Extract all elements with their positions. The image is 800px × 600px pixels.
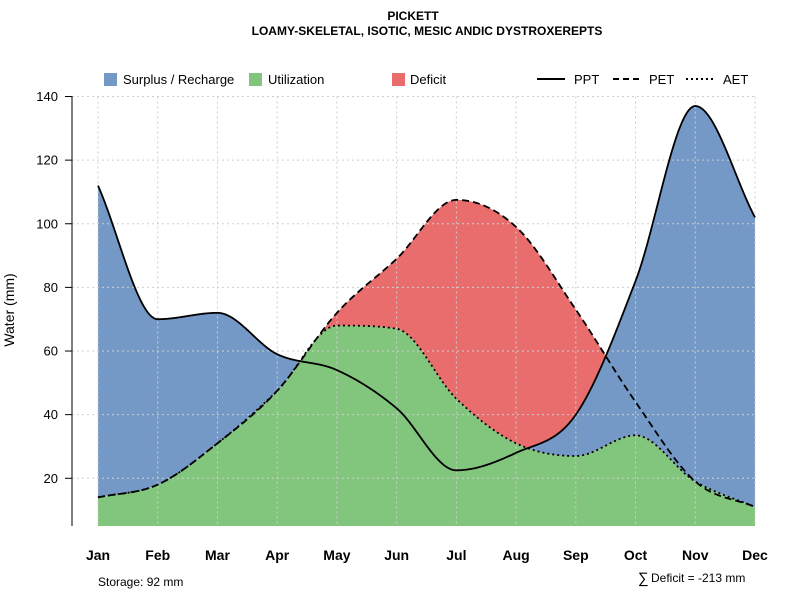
- x-tick-label: Sep: [563, 547, 589, 563]
- x-tick-label: Jul: [446, 547, 466, 563]
- y-tick-label: 120: [36, 153, 58, 168]
- x-tick-label: Dec: [742, 547, 768, 563]
- series-line-aet: [97, 324, 756, 508]
- x-tick-label: Oct: [624, 547, 648, 563]
- y-tick-label: 140: [36, 89, 58, 104]
- y-tick-label: 100: [36, 216, 58, 231]
- gridlines: [72, 96, 756, 526]
- chart-subtitle: LOAMY-SKELETAL, ISOTIC, MESIC ANDIC DYST…: [252, 24, 603, 38]
- surplus-recharge-area: [98, 106, 755, 507]
- y-tick-label: 80: [44, 280, 58, 295]
- legend: Surplus / Recharge Utilization Deficit P…: [104, 72, 748, 87]
- legend-label-aet: AET: [723, 72, 748, 87]
- series-line-ppt: [97, 105, 756, 472]
- x-tick-label: May: [323, 547, 350, 563]
- x-tick-label: Aug: [502, 547, 529, 563]
- sigma-icon: ∑: [638, 570, 649, 587]
- y-tick-labels: 20 40 60 80 100 120 140: [36, 89, 58, 486]
- area-fills: [98, 106, 755, 526]
- utilization-area: [98, 325, 755, 526]
- y-axis-label: Water (mm): [1, 273, 17, 346]
- y-tick-label: 20: [44, 471, 58, 486]
- y-tick-label: 40: [44, 407, 58, 422]
- legend-swatch-surplus: [104, 73, 117, 86]
- x-tick-label: Feb: [145, 547, 170, 563]
- legend-label-utilization: Utilization: [268, 72, 324, 87]
- storage-annotation: Storage: 92 mm: [98, 575, 183, 589]
- legend-swatch-utilization: [249, 73, 262, 86]
- legend-swatch-deficit: [392, 73, 405, 86]
- x-tick-label: Apr: [265, 547, 290, 563]
- chart-title: PICKETT: [387, 9, 439, 23]
- deficit-annotation: Deficit = -213 mm: [651, 571, 745, 585]
- y-tick-label: 60: [44, 344, 58, 359]
- legend-label-deficit: Deficit: [410, 72, 447, 87]
- series-lines: [97, 105, 756, 508]
- x-tick-label: Nov: [682, 547, 709, 563]
- legend-label-ppt: PPT: [574, 72, 599, 87]
- legend-label-surplus: Surplus / Recharge: [123, 72, 234, 87]
- x-tick-label: Mar: [205, 547, 230, 563]
- axes: [65, 96, 73, 526]
- x-tick-label: Jan: [86, 547, 110, 563]
- x-tick-labels: Jan Feb Mar Apr May Jun Jul Aug Sep Oct Nov Dec: [86, 547, 768, 563]
- legend-label-pet: PET: [649, 72, 674, 87]
- x-tick-label: Jun: [384, 547, 409, 563]
